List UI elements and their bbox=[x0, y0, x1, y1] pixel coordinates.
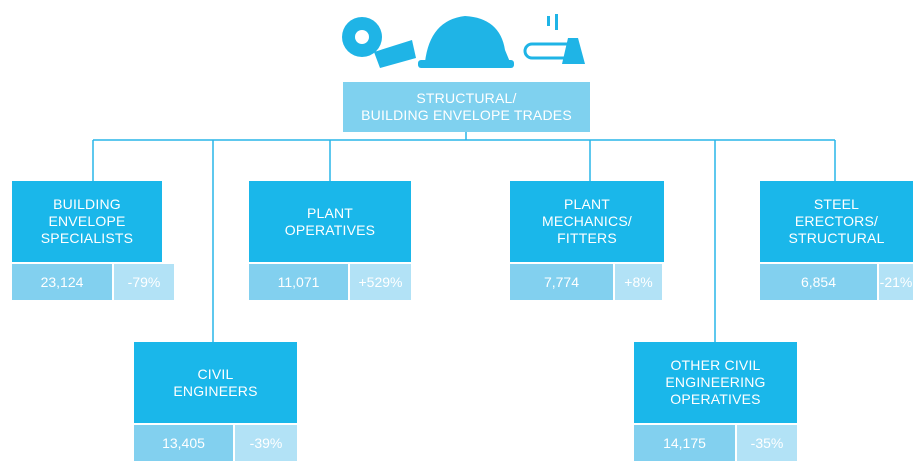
node-count: 23,124 bbox=[12, 264, 112, 300]
node-label: BUILDING bbox=[53, 196, 121, 212]
node-label: STRUCTURAL bbox=[788, 230, 885, 246]
node-label: CIVIL bbox=[197, 365, 234, 382]
node-label: ENVELOPE bbox=[48, 213, 126, 229]
node-label: OTHER CIVIL bbox=[670, 357, 761, 373]
node-count: 13,405 bbox=[134, 425, 233, 461]
node-label: FITTERS bbox=[557, 230, 617, 246]
tape-measure-icon bbox=[342, 17, 416, 68]
node-label: OPERATIVES bbox=[284, 221, 376, 238]
node-label: ERECTORS/ bbox=[794, 213, 879, 229]
node-label: ENGINEERS bbox=[173, 382, 258, 399]
node-change: +529% bbox=[350, 264, 411, 300]
node-count: 7,774 bbox=[510, 264, 613, 300]
node-label: MECHANICS/ bbox=[542, 213, 632, 229]
tool-icon bbox=[523, 14, 585, 64]
node-label: STEEL bbox=[813, 196, 860, 212]
node-label: OPERATIVES bbox=[670, 391, 761, 407]
node-label: PLANT bbox=[563, 196, 611, 212]
root-label: BUILDING ENVELOPE TRADES bbox=[361, 107, 572, 123]
node: BUILDING ENVELOPE SPECIALISTS bbox=[12, 181, 162, 262]
node-change: -21% bbox=[879, 264, 913, 300]
node-count: 11,071 bbox=[249, 264, 348, 300]
node-change: -39% bbox=[235, 425, 297, 461]
node: CIVIL ENGINEERS bbox=[134, 342, 297, 423]
icons bbox=[342, 14, 585, 68]
node-count: 14,175 bbox=[634, 425, 735, 461]
node-label: ENGINEERING bbox=[665, 374, 766, 390]
node: STEEL ERECTORS/STRUCTURAL bbox=[760, 181, 913, 262]
node-count: 6,854 bbox=[760, 264, 877, 300]
node: PLANT MECHANICS/FITTERS bbox=[510, 181, 664, 262]
node: PLANT OPERATIVES bbox=[249, 181, 411, 262]
node-change: -79% bbox=[114, 264, 174, 300]
node-change: +8% bbox=[615, 264, 662, 300]
hard-hat-icon bbox=[418, 16, 514, 68]
root-node: STRUCTURAL/ BUILDING ENVELOPE TRADES bbox=[343, 82, 590, 132]
root-label: STRUCTURAL/ bbox=[416, 90, 517, 106]
node-label: SPECIALISTS bbox=[40, 230, 134, 246]
node-label: PLANT bbox=[306, 204, 354, 221]
node-change: -35% bbox=[737, 425, 797, 461]
node: OTHER CIVIL ENGINEERING OPERATIVES bbox=[634, 342, 797, 423]
